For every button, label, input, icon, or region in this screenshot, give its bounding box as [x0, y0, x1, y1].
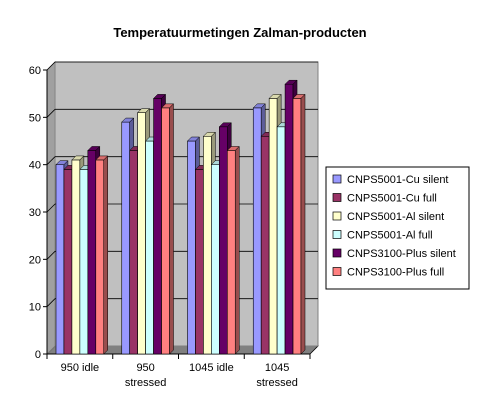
legend-entry: CNPS5001-Cu full — [347, 193, 437, 205]
legend-swatch — [332, 230, 342, 239]
bar-front — [145, 140, 154, 355]
bar — [95, 155, 109, 355]
legend-entry: CNPS3100-Plus silent — [347, 248, 456, 260]
y-tick-label: 10 — [29, 302, 41, 314]
bar-side — [235, 145, 240, 355]
x-tick-label-line: 1045 idle — [189, 362, 234, 374]
bar-front — [187, 140, 196, 355]
y-tick-label: 20 — [29, 254, 41, 266]
bar-front — [268, 98, 278, 355]
y-tick-label: 60 — [29, 65, 41, 77]
x-tick-label: 1045 stressed — [256, 362, 298, 389]
legend: CNPS5001-Cu silent CNPS5001-Cu full CNPS50… — [325, 166, 470, 290]
bar-side — [169, 103, 174, 355]
y-tick-label: 0 — [35, 349, 41, 361]
bar — [226, 145, 240, 355]
bar-side — [300, 93, 306, 355]
bar-front — [252, 107, 262, 355]
legend-entry: CNPS5001-Al silent — [347, 211, 444, 223]
bar-front — [276, 126, 286, 355]
y-tick-label: 40 — [29, 160, 41, 172]
legend-swatch — [332, 267, 342, 276]
y-tick-label: 50 — [29, 112, 41, 124]
bar-front — [161, 107, 170, 355]
bar-side — [103, 155, 108, 355]
plot-area: 0 10 20 30 40 50 60 950 idle 950 stressed 1045 idl… — [29, 61, 319, 389]
bar-front — [292, 98, 302, 355]
bar-front — [226, 150, 236, 355]
chart-title: Temperatuurmetingen Zalman-producten — [113, 25, 366, 40]
legend-entry: CNPS5001-Al full — [347, 230, 433, 242]
bar-front — [95, 159, 105, 355]
bar — [292, 93, 306, 355]
x-tick-label-line: 950 — [136, 362, 154, 374]
legend-entry: CNPS3100-Plus full — [347, 267, 444, 279]
legend-swatch — [332, 174, 342, 184]
bar-front — [129, 150, 138, 355]
legend-box — [325, 166, 470, 290]
legend-swatch — [332, 248, 342, 258]
bar-front — [79, 169, 89, 355]
bar-front — [63, 169, 73, 355]
gridline-diag — [46, 298, 56, 307]
bar-front — [284, 83, 294, 355]
x-tick-label-line: 950 idle — [61, 362, 100, 374]
bar-front — [87, 150, 97, 355]
bar-front — [137, 112, 146, 355]
bar — [160, 103, 175, 355]
x-tick-label-line: 1045 — [265, 362, 289, 374]
bar-front — [71, 159, 81, 355]
bar-front — [121, 121, 131, 355]
bar-front — [195, 169, 204, 355]
bar-front — [203, 135, 212, 355]
bar-front — [211, 164, 220, 355]
x-tick-label: 950 idle — [61, 362, 100, 374]
gridline-diag — [46, 109, 56, 118]
bar-front — [219, 126, 228, 355]
legend-entry: CNPS5001-Cu silent — [347, 174, 449, 186]
bar-front — [153, 98, 162, 355]
bar-front — [260, 135, 270, 355]
gridline-diag — [46, 61, 56, 71]
gridline-diag — [46, 251, 56, 260]
legend-swatch — [332, 211, 342, 221]
gridline-diag — [46, 156, 56, 165]
gridline-diag — [46, 203, 56, 213]
bar-front — [55, 164, 65, 355]
x-tick-label: 950 stressed — [125, 362, 167, 389]
x-tick-label-line: stressed — [125, 377, 167, 389]
legend-swatch — [332, 193, 342, 202]
x-tick-label-line: stressed — [256, 377, 298, 389]
y-tick-label: 30 — [29, 207, 41, 219]
x-tick-label: 1045 idle — [189, 362, 234, 374]
